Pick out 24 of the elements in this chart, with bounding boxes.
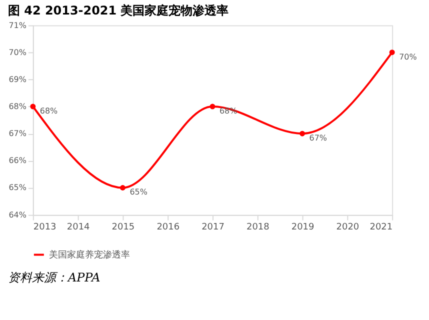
y-tick-label: 66% <box>8 156 27 166</box>
y-tick-label: 64% <box>8 210 27 220</box>
x-tick-label: 2016 <box>156 222 180 232</box>
y-tick-label: 70% <box>8 48 27 57</box>
data-label: 67% <box>309 134 328 143</box>
x-tick-label: 2018 <box>246 222 270 232</box>
x-tick-label: 2017 <box>202 222 224 232</box>
data-label: 70% <box>399 52 418 62</box>
x-tick-label: 2019 <box>291 222 314 232</box>
data-label: 68% <box>40 106 58 116</box>
x-tick-label: 2014 <box>66 222 90 232</box>
y-tick-label: 71% <box>8 20 27 30</box>
data-label: 65% <box>130 188 148 197</box>
x-tick-label: 2015 <box>112 222 135 232</box>
y-tick-label: 69% <box>8 74 27 84</box>
y-tick-label: 67% <box>8 129 27 138</box>
y-tick-label: 68% <box>8 102 27 112</box>
y-tick-label: 65% <box>8 183 27 192</box>
chart-title: 图 42 2013-2021 美国家庭宠物渗透率 <box>8 3 229 18</box>
x-tick-label: 2020 <box>336 222 360 232</box>
x-tick-label: 2013 <box>33 222 56 232</box>
legend-label: 美国家庭养宠渗透率 <box>48 250 130 261</box>
x-tick-label: 2021 <box>370 222 393 232</box>
text: 资料来源：APPA <box>8 270 101 285</box>
